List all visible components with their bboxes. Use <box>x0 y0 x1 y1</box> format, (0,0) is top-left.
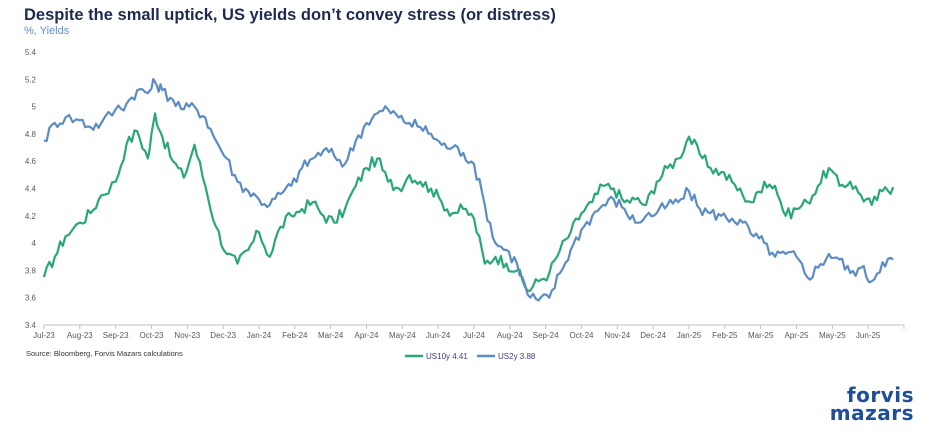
chart-title: Despite the small uptick, US yields don’… <box>24 6 556 24</box>
x-tick-label: Jan-24 <box>247 331 272 340</box>
legend-label-us2y: US2y 3.88 <box>498 352 536 361</box>
x-tick-label: Jul-24 <box>463 331 485 340</box>
x-tick-label: Jul-23 <box>33 331 55 340</box>
y-tick-label: 4.8 <box>25 130 37 139</box>
y-tick-label: 3.4 <box>25 321 37 330</box>
series-line-us2y <box>43 77 894 302</box>
x-tick-label: Mar-25 <box>748 331 774 340</box>
x-tick-label: May-24 <box>389 331 416 340</box>
y-tick-label: 3.8 <box>25 266 37 275</box>
x-tick-label: Oct-23 <box>139 331 164 340</box>
source-note: Source: Bloomberg, Forvis Mazars calcula… <box>26 349 183 358</box>
y-tick-label: 5 <box>32 103 37 112</box>
x-tick-label: Nov-23 <box>174 331 200 340</box>
x-tick-label: Aug-24 <box>497 331 523 340</box>
y-tick-label: 5.2 <box>25 75 37 84</box>
x-tick-label: Jun-24 <box>426 331 451 340</box>
x-tick-label: Jun-25 <box>856 331 881 340</box>
x-tick-label: Dec-24 <box>640 331 666 340</box>
logo-line-2: mazars <box>829 401 914 425</box>
y-tick-label: 4.2 <box>25 212 37 221</box>
x-tick-label: Feb-25 <box>712 331 738 340</box>
legend-label-us10y: US10y 4.41 <box>426 352 468 361</box>
y-tick-label: 5.4 <box>25 48 37 57</box>
x-tick-label: Mar-24 <box>318 331 344 340</box>
y-tick-label: 4.6 <box>25 157 37 166</box>
x-tick-label: Apr-25 <box>784 331 809 340</box>
x-tick-label: Apr-24 <box>354 331 379 340</box>
x-tick-label: Sep-24 <box>533 331 559 340</box>
x-tick-label: Oct-24 <box>569 331 594 340</box>
series-line-us10y <box>42 112 895 292</box>
x-tick-label: Dec-23 <box>210 331 236 340</box>
forvis-mazars-logo: forvis mazars <box>804 383 914 425</box>
y-tick-label: 4 <box>32 239 37 248</box>
y-tick-label: 4.4 <box>25 185 37 194</box>
y-tick-label: 3.6 <box>25 294 37 303</box>
x-tick-label: Sep-23 <box>103 331 129 340</box>
x-tick-label: Nov-24 <box>604 331 630 340</box>
chart-subtitle: %, Yields <box>24 25 70 37</box>
logo-line-1: forvis <box>846 383 914 407</box>
x-tick-label: May-25 <box>819 331 846 340</box>
x-tick-label: Jan-25 <box>677 331 702 340</box>
x-tick-label: Feb-24 <box>282 331 308 340</box>
x-tick-label: Aug-23 <box>67 331 93 340</box>
